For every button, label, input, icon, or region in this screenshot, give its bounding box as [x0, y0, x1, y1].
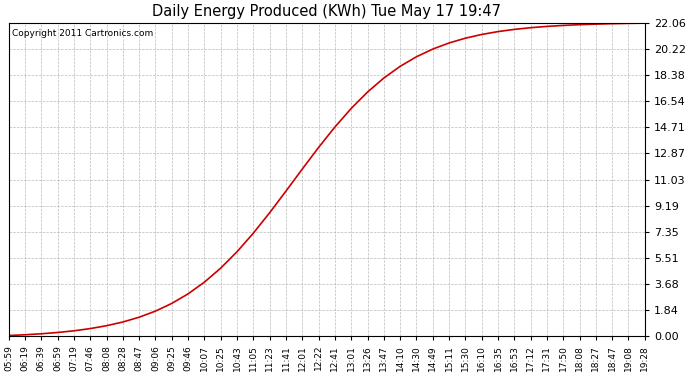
- Title: Daily Energy Produced (KWh) Tue May 17 19:47: Daily Energy Produced (KWh) Tue May 17 1…: [152, 4, 501, 19]
- Text: Copyright 2011 Cartronics.com: Copyright 2011 Cartronics.com: [12, 29, 153, 38]
